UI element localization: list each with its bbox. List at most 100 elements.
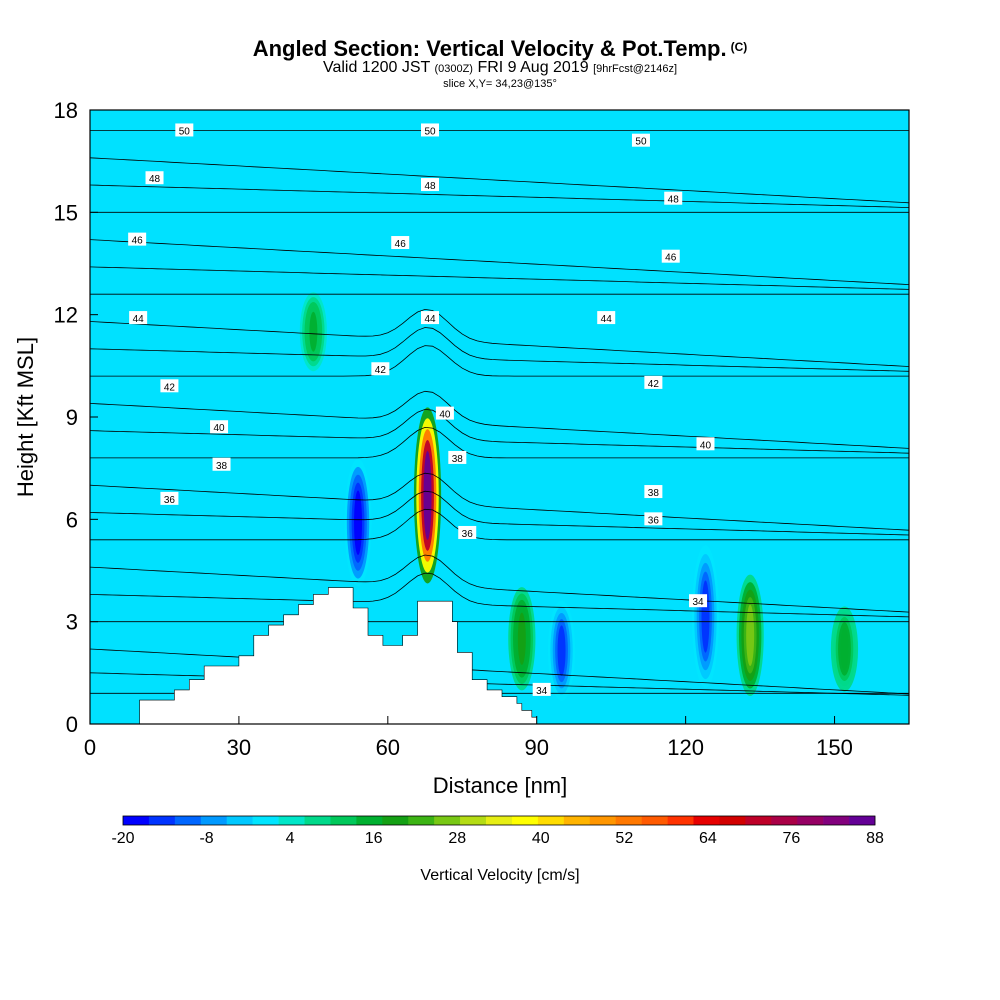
contour-label-48: 48 [421,178,440,192]
colorbar-swatch [226,816,253,825]
contour-label-38: 38 [448,450,467,465]
contour-label-text: 48 [424,181,436,192]
contour-label-text: 40 [700,440,712,451]
contour-label-text: 46 [665,253,677,264]
contour-label-box [128,232,147,246]
colorbar-swatch [278,816,305,825]
contour-label-box [160,379,179,393]
contour-label-text: 50 [179,126,191,137]
isentrope-line [90,572,909,618]
velocity-shade [423,450,432,540]
contour-label-text: 50 [424,126,436,137]
contour-label-text: 34 [536,686,548,697]
contour-label-text: 40 [213,423,225,434]
velocity-shade [840,627,849,671]
contour-label-text: 36 [164,495,176,506]
x-tick-label: 60 [376,735,400,760]
contour-labels: 50 50 50 48 48 48 46 46 46 44 44 44 42 42 42 40 40 40 38 38… [128,123,715,697]
contour-label-box [661,249,680,263]
plot-area: 50 50 50 48 48 48 46 46 46 44 44 44 42 42 42 40 40 40 38 38… [90,110,909,724]
plot-background [90,110,909,724]
isentrope-line [90,345,909,377]
contour-label-50: 50 [631,133,650,148]
isentrope-line [90,408,909,454]
contour-label-text: 38 [216,461,228,472]
contour-label-text: 36 [648,515,660,526]
isentrope-line [90,184,909,208]
colorbar-tick-label: 52 [615,830,633,847]
x-tick-label: 150 [816,735,853,760]
contour-label-box [597,311,616,325]
contour-label-46: 46 [661,249,680,264]
colorbar-swatch [330,816,357,825]
contour-label-box [644,375,663,389]
x-tick-label: 0 [84,735,96,760]
colorbar-swatch [615,816,642,825]
contour-label-text: 36 [462,529,474,540]
colorbar-swatch [823,816,850,825]
contour-label-box [129,311,148,325]
x-axis-label: Distance [nm] [433,773,568,798]
colorbar-tick-label: 28 [448,830,466,847]
isentrope-line [90,266,909,290]
contour-label-text: 44 [133,314,145,325]
velocity-feature-7 [830,606,859,692]
colorbar-tick-label: 4 [286,830,295,847]
contour-label-text: 44 [424,314,436,325]
contour-label-box [631,133,650,147]
contour-label-34: 34 [689,594,708,608]
contour-label-box [644,512,663,526]
x-tick-label: 90 [524,735,548,760]
velocity-feature-4 [691,545,720,688]
contour-label-box [664,191,683,205]
colorbar-swatch [797,816,824,825]
colorbar: -20 -8 4 16 28 40 52 64 76 88 [111,815,884,847]
colorbar-tick-label: 76 [783,830,801,847]
contour-label-text: 46 [395,239,407,250]
velocity-feature-3 [547,600,576,701]
y-tick-label: 3 [66,610,78,635]
colorbar-swatch [148,816,176,825]
contour-label-44: 44 [421,311,440,325]
contour-label-box [212,457,231,471]
isentrope-line [90,472,909,531]
contour-label-box [644,485,663,499]
contour-label-44: 44 [597,311,616,325]
contour-label-40: 40 [210,420,229,434]
colorbar-swatch [356,816,383,825]
colorbar-tick-label: -8 [199,830,213,847]
colorbar-swatch [719,816,746,825]
contour-label-36: 36 [644,512,663,526]
contour-label-text: 48 [149,174,161,185]
isentrope-line [90,390,909,449]
isentrope-line [90,554,909,613]
x-tick-label: 30 [227,735,251,760]
contour-label-50: 50 [175,123,194,137]
contour-label-box [689,594,708,608]
contour-label-text: 42 [648,379,660,390]
colorbar-tick-label: 16 [365,830,383,847]
contour-label-42: 42 [644,375,663,390]
colorbar-swatch [693,816,720,825]
contour-label-box [391,236,410,250]
contour-label-box [160,491,179,505]
velocity-shade [309,311,318,352]
contour-label-text: 48 [668,195,680,206]
contour-label-box [175,123,194,137]
contour-label-text: 38 [452,454,464,465]
y-tick-label: 12 [54,303,78,328]
colorbar-swatch [641,816,668,825]
isentrope-line [90,157,909,204]
colorbar-swatch [460,816,487,825]
contour-label-box [458,525,477,539]
y-tick-label: 18 [54,98,78,123]
contour-label-box [448,450,467,464]
velocity-shade [746,604,755,667]
velocity-feature-1 [413,407,442,584]
colorbar-swatch [252,816,279,825]
contour-label-50: 50 [421,123,440,137]
colorbar-label: Vertical Velocity [cm/s] [420,867,579,884]
contour-label-text: 46 [132,236,144,247]
